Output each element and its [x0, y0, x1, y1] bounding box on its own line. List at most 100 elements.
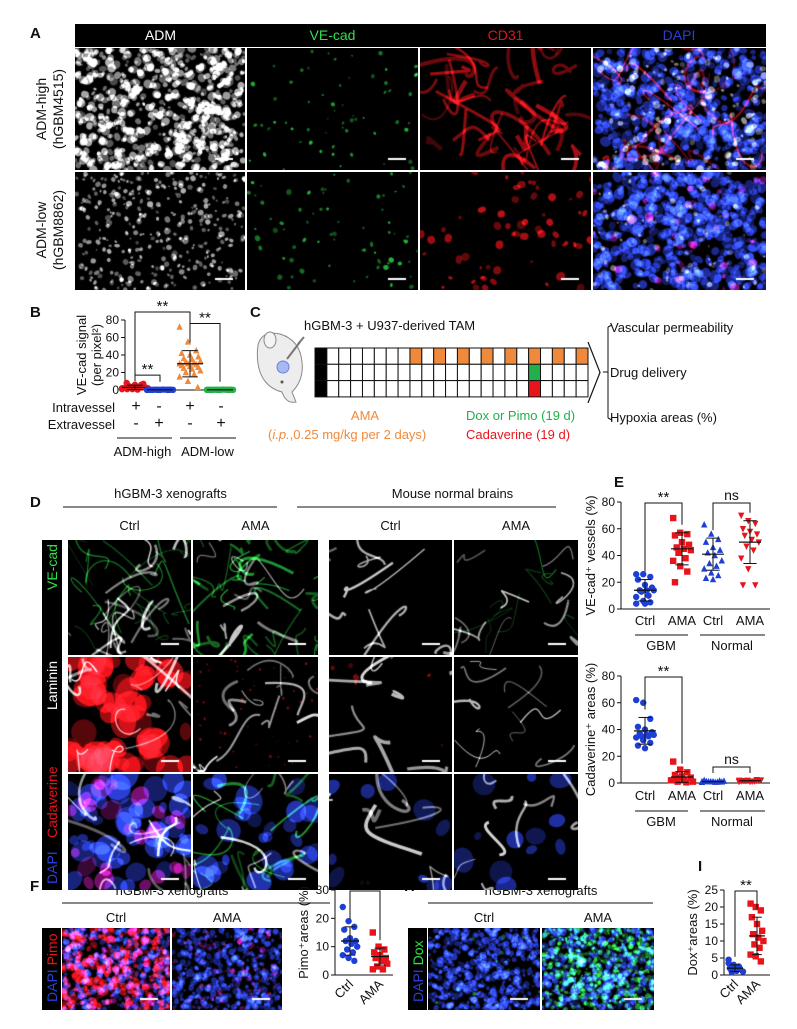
timeline-cell: [563, 363, 577, 382]
data-point: [351, 957, 358, 965]
series-normal-ctrl: [701, 521, 725, 583]
data-point: [738, 555, 745, 562]
column-header-ama: AMA: [501, 518, 531, 533]
data-point: [698, 777, 706, 785]
category-label: Ctrl: [635, 613, 655, 628]
timeline-cell: [456, 363, 470, 382]
cadaverine-label: Cadaverine (19 d): [466, 427, 571, 442]
data-point: [745, 566, 752, 573]
y-tick-label: 40: [106, 348, 120, 362]
group-label-normal: Normal: [711, 814, 753, 829]
data-point: [748, 914, 756, 921]
data-point: [757, 907, 765, 914]
timeline-cell: [397, 380, 411, 398]
data-point: [687, 546, 694, 554]
data-point: [741, 532, 748, 540]
data-point: [354, 943, 361, 950]
timeline-cell: [528, 347, 542, 365]
timeline-cell: [350, 380, 363, 398]
row-label-intravessel: Intravessel: [52, 400, 115, 415]
data-point: [634, 723, 642, 731]
data-point: [702, 574, 710, 581]
significance-label: **: [359, 877, 371, 894]
data-point: [752, 903, 759, 911]
micrograph-d-xenograft-ctrl-laminin: [68, 657, 191, 772]
timeline-cell: [350, 363, 363, 382]
timeline-cell: [504, 347, 518, 365]
outcome-bracket: [603, 324, 613, 421]
timeline-cell: [373, 380, 387, 398]
data-point: [667, 777, 675, 784]
timeline-cell: [575, 380, 589, 398]
y-axis-label: Pimo⁺areas (%): [296, 886, 311, 979]
micrograph-d-xenograft-ama-vecad: [193, 540, 318, 655]
y-tick-label: 20: [106, 366, 120, 380]
data-point: [671, 532, 679, 539]
ama-dose: (i.p.,0.25 mg/kg per 2 days): [268, 427, 427, 442]
stain-label-strip: [42, 540, 62, 890]
dox-pimo-label: Dox or Pimo (19 d): [466, 408, 576, 423]
data-point: [633, 600, 640, 607]
data-point: [190, 370, 198, 377]
timeline-cell: [314, 380, 328, 398]
timeline-cell: [528, 363, 542, 382]
data-point: [633, 571, 640, 578]
category-label: Ctrl: [703, 788, 723, 803]
timeline-cell: [456, 380, 470, 398]
data-point: [381, 946, 388, 953]
column-header-ama: AMA: [583, 910, 613, 925]
timeline-cell: [504, 380, 518, 398]
micrograph-a-adm-low-ve-cad: [247, 172, 418, 290]
data-point: [757, 958, 765, 965]
panel-label-f: F: [30, 878, 40, 895]
y-tick-label: 80: [602, 669, 616, 683]
timeline-cell: [385, 363, 399, 382]
data-point: [339, 903, 346, 911]
micrograph-d-xenograft-ctrl-vecad: [68, 540, 191, 655]
timeline-cell: [516, 380, 530, 398]
timeline-cell: [480, 363, 494, 382]
significance-label: **: [142, 361, 154, 378]
y-tick-label: 0: [711, 968, 718, 982]
data-point: [180, 364, 187, 371]
category-label: AMA: [736, 788, 765, 803]
timeline-cell: [456, 347, 470, 365]
micrograph-d-normal-ama-laminin: [454, 657, 578, 772]
experiment-title: hGBM-3 + U937-derived TAM: [304, 318, 476, 333]
micrograph-a-adm-low-dapi: [593, 172, 766, 290]
data-point: [641, 745, 649, 752]
significance-bracket: [644, 502, 683, 572]
data-point: [713, 562, 720, 569]
data-point: [673, 544, 680, 551]
micrograph-a-adm-high-adm: [75, 48, 245, 170]
y-tick-label: 60: [602, 696, 616, 710]
y-tick-label: 20: [705, 900, 719, 914]
row-label-extravessel: Extravessel: [47, 417, 115, 432]
series-ama: [747, 900, 767, 965]
timeline-cell: [575, 347, 589, 365]
column-header-ama: AMA: [241, 518, 270, 533]
data-point: [345, 917, 352, 925]
data-point: [718, 557, 725, 564]
data-point: [647, 739, 654, 747]
y-axis-label: (per pixel²): [89, 324, 104, 386]
timeline-cell: [409, 380, 423, 398]
data-point: [684, 568, 691, 575]
series-gbm-ctrl: [633, 571, 657, 607]
mouse-injection-icon: [256, 331, 305, 403]
chart-e-top: 0 20 40 60 80 VE-cad⁺ vessels (%) ** ns Ctrl AMA C…: [583, 487, 770, 628]
data-point: [384, 960, 391, 967]
data-point: [751, 778, 758, 785]
data-point: [709, 575, 717, 583]
channel-header-dapi: DAPI: [592, 24, 766, 47]
timeline-cell: [361, 363, 375, 382]
y-tick-label: 20: [602, 749, 616, 763]
data-point: [194, 383, 201, 391]
category-label: Ctrl: [331, 976, 356, 1001]
timeline-cell: [326, 363, 340, 382]
data-point: [645, 732, 652, 740]
data-point: [684, 769, 691, 776]
timeline-diagram: [314, 324, 613, 421]
